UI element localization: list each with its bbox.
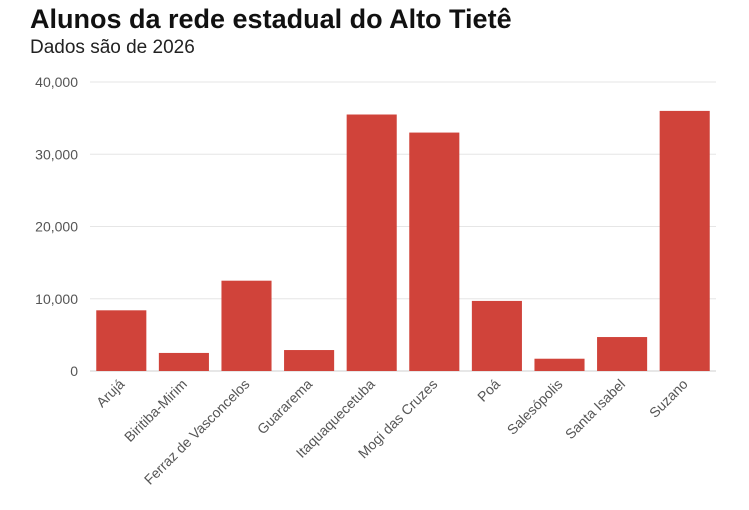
bar-guararema [284,350,335,371]
bar-santa-isabel [597,337,648,371]
chart-title: Alunos da rede estadual do Alto Tietê [30,4,512,34]
bar-itaquaquecetuba [346,114,397,371]
y-tick-label: 10,000 [35,291,78,307]
y-tick-label: 0 [70,363,78,379]
bar-suzano [659,110,710,372]
bar-ferraz-de-vasconcelos [221,280,272,371]
x-tick-label: Biritiba-Mirim [121,376,190,445]
bar-mogi-das-cruzes [409,132,460,371]
bar-biritiba-mirim [158,352,209,371]
x-tick-label: Suzano [646,376,691,421]
x-tick-label: Guararema [254,376,316,438]
bar-sales-polis [534,358,585,371]
x-tick-label: Poá [474,376,503,405]
y-tick-label: 20,000 [35,219,78,235]
grid-lines [90,81,716,372]
bar-aruj- [96,310,147,371]
y-axis-ticks: 0 10,000 20,000 30,000 40,000 [35,74,78,379]
bar-po- [471,300,522,371]
x-tick-label: Arujá [93,376,128,411]
y-tick-label: 40,000 [35,74,78,90]
x-tick-label: Ferraz de Vasconcelos [141,376,253,488]
y-tick-label: 30,000 [35,146,78,162]
x-tick-label: Santa Isabel [562,376,628,442]
bars [96,110,710,372]
chart-subtitle: Dados são de 2026 [30,37,195,58]
x-tick-label: Salesópolis [504,376,566,438]
